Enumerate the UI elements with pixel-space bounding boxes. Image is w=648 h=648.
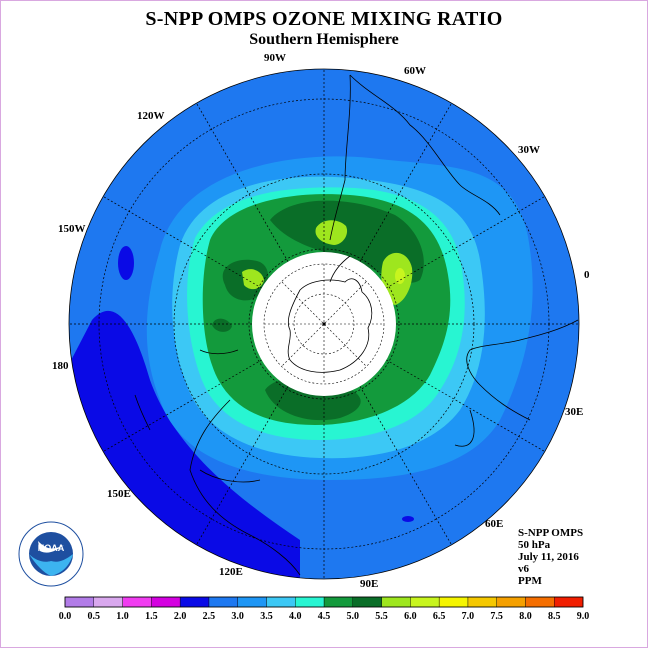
contour-6-0	[395, 268, 405, 284]
colorbar-label: 4.5	[318, 611, 331, 622]
south-america-east-coast	[349, 74, 501, 216]
colorbar-label: 2.5	[203, 611, 216, 622]
lon-label-30e: 30E	[565, 406, 584, 418]
colorbar-label: 2.0	[174, 611, 187, 622]
colorbar-label: 6.5	[433, 611, 446, 622]
lon-label-150w: 150W	[58, 223, 86, 235]
meridian-60e	[323, 323, 452, 545]
australia-south	[199, 469, 261, 483]
colorbar-label: 1.0	[116, 611, 129, 622]
info-units: PPM	[518, 575, 542, 587]
australia-coast	[189, 399, 301, 576]
meridian-60w	[323, 103, 452, 325]
colorbar-label: 6.0	[404, 611, 417, 622]
info-block: S-NPP OMPS 50 hPa July 11, 2016 v6 PPM	[518, 527, 583, 587]
meridian-30w	[323, 196, 545, 325]
meridian-120w	[196, 103, 325, 325]
africa-coast	[466, 319, 579, 421]
madagascar	[454, 409, 475, 447]
south-pole-marker	[322, 322, 326, 326]
info-level: 50 hPa	[518, 539, 551, 551]
contour-2-0-spot	[118, 246, 134, 280]
page-title: S-NPP OMPS OZONE MIXING RATIO	[145, 8, 503, 30]
colorbar-label: 7.5	[490, 611, 503, 622]
colorbar-label: 8.5	[548, 611, 561, 622]
noaa-logo-text: NOAA	[38, 543, 65, 553]
lon-label-180: 180	[52, 360, 69, 372]
colorbar-swatch	[295, 596, 325, 608]
colorbar-label: 8.0	[519, 611, 532, 622]
colorbar-swatch	[438, 596, 469, 608]
contour-2-0-spot-east	[402, 516, 414, 522]
colorbar-label: 1.5	[145, 611, 158, 622]
colorbar-swatch	[266, 596, 296, 608]
colorbar-label: 5.5	[375, 611, 388, 622]
colorbar-swatch	[179, 596, 210, 608]
colorbar-swatch	[64, 596, 94, 608]
noaa-logo: NOAA	[18, 521, 84, 587]
colorbar-swatch	[554, 596, 584, 608]
meridians	[69, 69, 579, 579]
colorbar-label: 0.0	[59, 611, 72, 622]
antarctica-outline	[287, 278, 373, 373]
latitude-ring-inner	[248, 248, 400, 400]
map-border	[68, 68, 580, 580]
lon-label-0: 0	[584, 269, 590, 281]
new-zealand	[134, 394, 151, 431]
colorbar-swatch	[93, 596, 123, 608]
lon-label-30w: 30W	[518, 144, 540, 156]
colorbar-swatch	[467, 596, 497, 608]
page-subtitle: Southern Hemisphere	[249, 31, 399, 48]
colorbar: 0.0 0.5 1.0 1.5 2.0 2.5 3.0 3.5 4.0 4.5 5.0 5.5 6.0 6…	[59, 596, 590, 622]
colorbar-swatch	[323, 596, 353, 608]
info-date: July 11, 2016	[518, 551, 579, 563]
colorbar-swatch	[237, 596, 267, 608]
meridian-150w	[103, 196, 325, 325]
antarctic-peninsula	[329, 255, 351, 283]
meridian-150e	[103, 323, 325, 452]
lon-label-150e: 150E	[107, 488, 131, 500]
lon-label-90w: 90W	[264, 52, 286, 64]
colorbar-swatch	[208, 596, 238, 608]
colorbar-label: 3.0	[231, 611, 244, 622]
colorbar-swatch	[151, 596, 181, 608]
south-america-coast	[329, 74, 351, 241]
meridian-30e	[323, 323, 545, 452]
tasmania-region	[199, 349, 239, 355]
colorbar-swatch	[352, 596, 382, 608]
colorbar-label: 9.0	[577, 611, 590, 622]
lon-label-60e: 60E	[485, 518, 504, 530]
colorbar-swatch	[122, 596, 152, 608]
lon-label-90e: 90E	[360, 578, 379, 590]
lon-label-60w: 60W	[404, 65, 426, 77]
colorbar-outline	[64, 596, 584, 608]
coastlines	[134, 74, 579, 576]
meridian-120e	[196, 323, 325, 545]
lon-label-120e: 120E	[219, 566, 243, 578]
contour-5-5-west	[242, 269, 264, 290]
colorbar-label: 4.0	[289, 611, 302, 622]
colorbar-label: 0.5	[88, 611, 101, 622]
info-instrument: S-NPP OMPS	[518, 527, 584, 539]
colorbar-label: 5.0	[347, 611, 360, 622]
info-version: v6	[518, 563, 529, 575]
lon-label-120w: 120W	[137, 110, 165, 122]
colorbar-label: 3.5	[260, 611, 273, 622]
colorbar-label: 7.0	[462, 611, 475, 622]
colorbar-swatch	[410, 596, 440, 608]
colorbar-swatch	[381, 596, 411, 608]
contour-5-0-west-small	[212, 318, 232, 332]
colorbar-swatch	[496, 596, 526, 608]
colorbar-swatch	[525, 596, 555, 608]
